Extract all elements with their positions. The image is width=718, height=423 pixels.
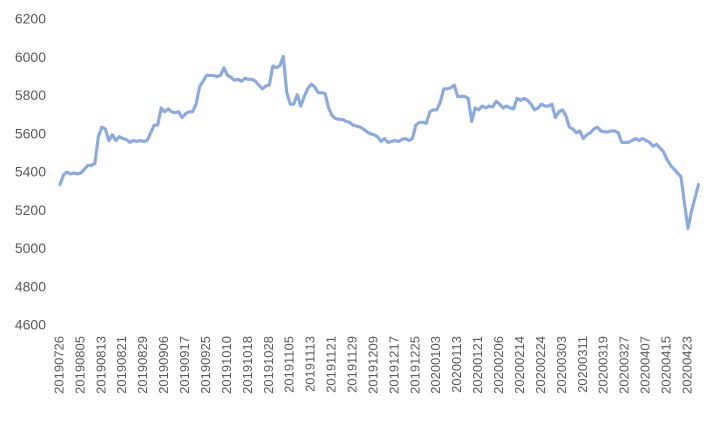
x-tick-label: 20191113 xyxy=(303,336,318,392)
x-tick-label: 20200415 xyxy=(659,336,674,394)
x-tick-label: 20200224 xyxy=(533,336,548,394)
x-tick-label: 20200206 xyxy=(491,336,506,394)
x-tick-label: 20191010 xyxy=(219,336,234,394)
x-tick-label: 20191121 xyxy=(324,336,339,393)
x-tick-label: 20190805 xyxy=(72,336,87,394)
y-tick-label: 6200 xyxy=(15,11,46,27)
x-tick-label: 20200113 xyxy=(449,336,464,393)
x-tick-label: 20191105 xyxy=(282,336,297,393)
x-tick-label: 20200423 xyxy=(679,336,694,394)
x-tick-label: 20200303 xyxy=(554,336,569,394)
x-tick-label: 20200319 xyxy=(596,336,611,394)
x-tick-label: 20190917 xyxy=(177,336,192,394)
y-tick-label: 5400 xyxy=(15,164,46,180)
x-tick-label: 20190821 xyxy=(114,336,129,394)
x-tick-label: 20190813 xyxy=(93,336,108,394)
x-tick-label: 20200214 xyxy=(512,336,527,394)
x-tick-label: 20191217 xyxy=(386,336,401,394)
x-tick-label: 20200103 xyxy=(428,336,443,394)
x-tick-label: 20190906 xyxy=(156,336,171,394)
x-tick-label: 20191225 xyxy=(407,336,422,394)
x-tick-label: 20191028 xyxy=(261,336,276,394)
y-tick-label: 4600 xyxy=(15,317,46,333)
x-tick-label: 20200407 xyxy=(638,336,653,394)
x-tick-label: 20191209 xyxy=(365,336,380,394)
x-tick-label: 20190925 xyxy=(198,336,213,394)
y-tick-label: 4800 xyxy=(15,278,46,294)
x-tick-label: 20191018 xyxy=(240,336,255,394)
y-tick-label: 5200 xyxy=(15,202,46,218)
y-tick-label: 6000 xyxy=(15,49,46,65)
x-tick-label: 20200327 xyxy=(617,336,632,394)
x-tick-label: 20190726 xyxy=(51,336,66,394)
x-tick-label: 20200311 xyxy=(575,336,590,393)
y-tick-label: 5800 xyxy=(15,87,46,103)
y-tick-label: 5600 xyxy=(15,125,46,141)
data-line xyxy=(58,54,701,231)
x-tick-label: 20200121 xyxy=(470,336,485,394)
x-tick-label: 20191129 xyxy=(345,336,360,393)
x-tick-label: 20190829 xyxy=(135,336,150,394)
y-tick-label: 5000 xyxy=(15,240,46,256)
